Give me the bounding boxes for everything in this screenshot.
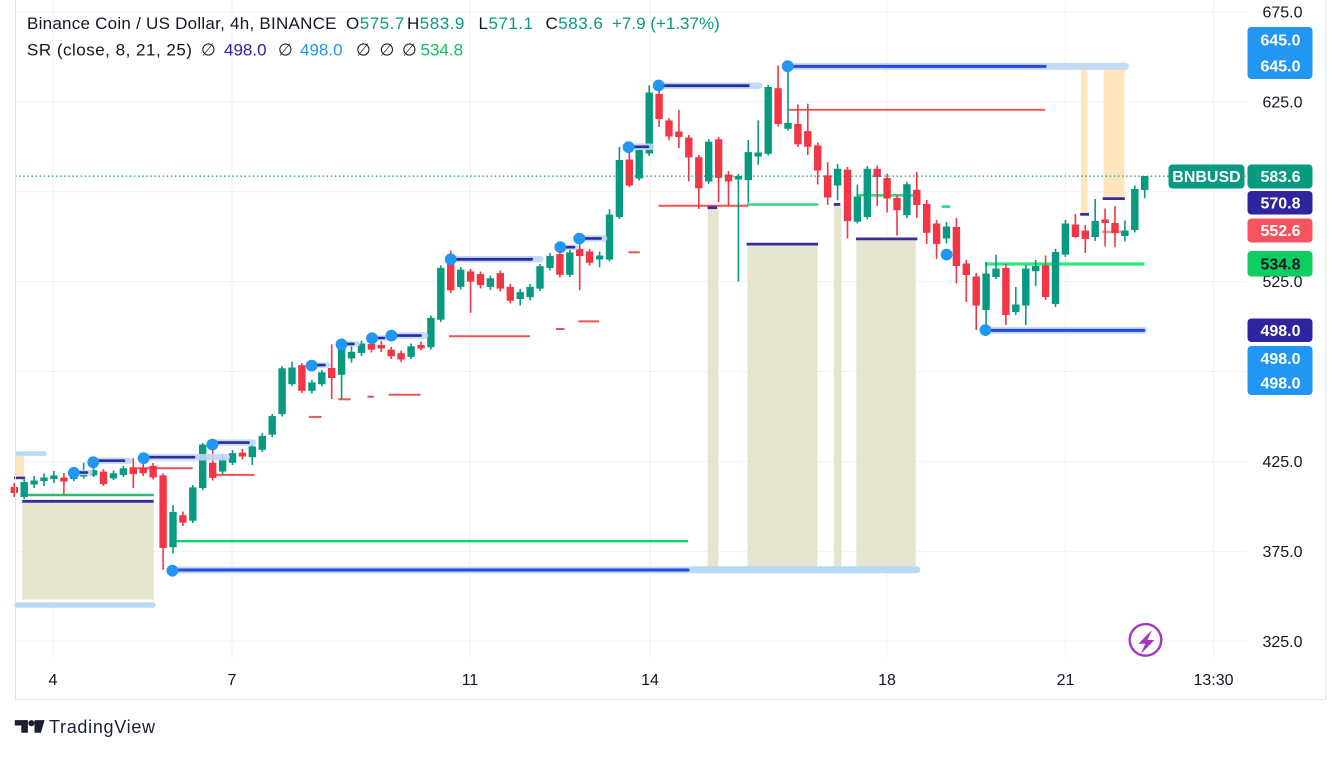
svg-text:Binance Coin / US Dollar, 4h,: Binance Coin / US Dollar, 4h, BINANCE: [27, 14, 337, 33]
svg-text:498.0: 498.0: [300, 41, 343, 60]
svg-text:645.0: 645.0: [1260, 33, 1300, 50]
svg-text:525.0: 525.0: [1262, 274, 1302, 291]
svg-text:645.0: 645.0: [1260, 59, 1300, 76]
svg-text:498.0: 498.0: [1260, 376, 1300, 393]
svg-text:∅: ∅: [356, 41, 371, 60]
svg-text:∅: ∅: [201, 41, 216, 60]
svg-text:BNBUSD: BNBUSD: [1172, 169, 1240, 186]
svg-text:+7.9 (+1.37%): +7.9 (+1.37%): [612, 14, 720, 33]
svg-text:552.6: 552.6: [1260, 223, 1300, 240]
svg-text:TradingView: TradingView: [49, 717, 156, 737]
svg-text:498.0: 498.0: [1260, 351, 1300, 368]
svg-text:534.8: 534.8: [421, 41, 464, 60]
svg-text:∅: ∅: [402, 41, 417, 60]
svg-text:21: 21: [1057, 672, 1075, 689]
svg-text:11: 11: [462, 672, 479, 689]
svg-text:4: 4: [49, 672, 58, 689]
svg-text:570.8: 570.8: [1260, 195, 1300, 212]
svg-text:675.0: 675.0: [1262, 4, 1302, 21]
svg-text:425.0: 425.0: [1262, 454, 1302, 471]
svg-text:L571.1: L571.1: [479, 14, 534, 33]
svg-text:18: 18: [878, 672, 896, 689]
svg-text:498.0: 498.0: [1260, 323, 1300, 340]
svg-text:C583.6: C583.6: [546, 14, 604, 33]
svg-text:7: 7: [228, 672, 237, 689]
svg-text:H583.9: H583.9: [407, 14, 465, 33]
svg-text:13:30: 13:30: [1193, 672, 1233, 689]
svg-text:375.0: 375.0: [1262, 544, 1302, 561]
svg-text:O575.7: O575.7: [346, 14, 405, 33]
svg-text:∅: ∅: [278, 41, 293, 60]
svg-text:∅: ∅: [380, 41, 395, 60]
svg-text:498.0: 498.0: [224, 41, 267, 60]
svg-text:583.6: 583.6: [1260, 169, 1300, 186]
svg-text:625.0: 625.0: [1262, 94, 1302, 111]
svg-text:SR (close, 8, 21, 25): SR (close, 8, 21, 25): [27, 41, 192, 60]
svg-text:14: 14: [641, 672, 659, 689]
svg-text:325.0: 325.0: [1262, 634, 1302, 651]
svg-text:534.8: 534.8: [1260, 256, 1300, 273]
